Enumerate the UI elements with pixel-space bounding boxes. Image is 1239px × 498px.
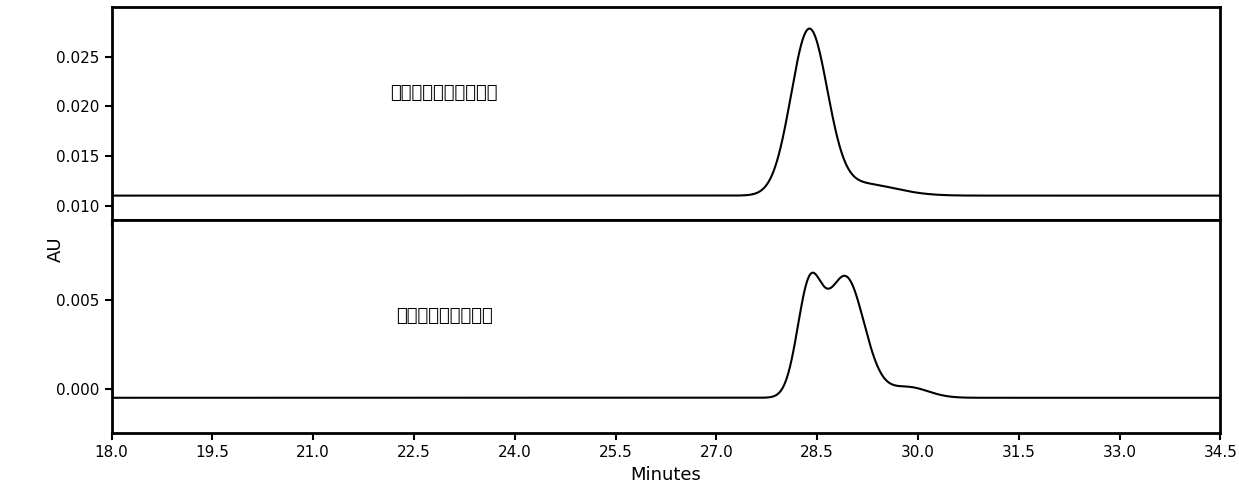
X-axis label: Minutes: Minutes — [631, 466, 701, 484]
Text: 采用本发明方法的样品: 采用本发明方法的样品 — [390, 84, 498, 102]
Text: AU: AU — [47, 236, 64, 262]
Text: 采用常规方法的样品: 采用常规方法的样品 — [395, 307, 493, 325]
